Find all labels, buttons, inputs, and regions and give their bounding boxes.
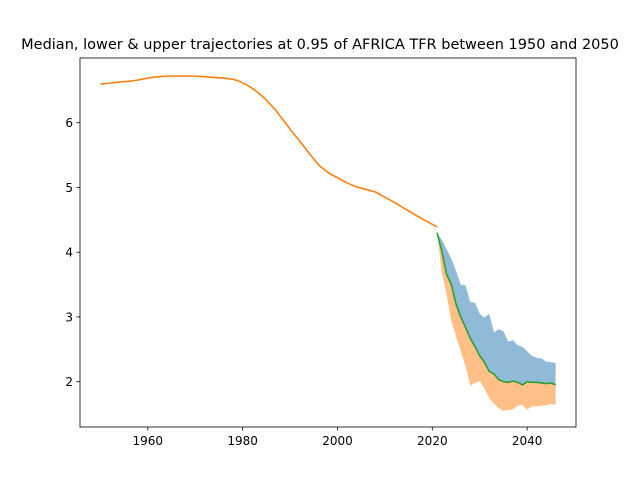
y-tick-label: 6 xyxy=(65,116,73,130)
x-tick-label: 1960 xyxy=(133,434,164,448)
axes: 1960 1980 2000 2020 2040 2 3 4 5 6 xyxy=(65,57,577,448)
x-tick-label: 2000 xyxy=(322,434,353,448)
x-tick-label: 1980 xyxy=(227,434,258,448)
y-tick-label: 4 xyxy=(65,246,73,260)
median-line xyxy=(436,232,556,386)
x-tick-label: 2040 xyxy=(512,434,543,448)
y-tick-label: 3 xyxy=(65,310,73,324)
series-lines xyxy=(100,75,556,386)
chart-title: Median, lower & upper trajectories at 0.… xyxy=(21,37,619,53)
upper-band-area xyxy=(437,232,556,385)
x-tick-label: 2020 xyxy=(417,434,448,448)
uncertainty-bands xyxy=(437,232,556,411)
lower-band-area xyxy=(437,232,556,411)
y-tick-label: 2 xyxy=(65,375,73,389)
y-tick-label: 5 xyxy=(65,181,73,195)
plot-area xyxy=(100,75,556,411)
history-line xyxy=(100,75,438,228)
plot-frame xyxy=(79,57,577,428)
